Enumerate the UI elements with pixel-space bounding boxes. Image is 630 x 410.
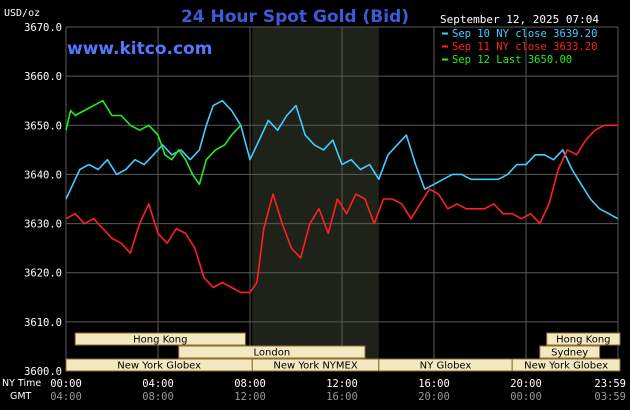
y-tick-label: 3660.0 (24, 71, 62, 83)
y-tick-label: 3620.0 (24, 268, 62, 280)
session-bar (539, 345, 601, 359)
y-tick-label: 3630.0 (24, 219, 62, 231)
session-label: New York Globex (524, 361, 608, 372)
nymex-highlight-band (252, 27, 379, 371)
y-tick-label: 3640.0 (24, 169, 62, 181)
x-tick-label-gmt: 08:00 (142, 391, 174, 403)
legend-entry: Sep 12 Last 3650.00 (452, 54, 572, 66)
units-label: USD/oz (4, 8, 40, 19)
x-tick-label-gmt: 20:00 (418, 391, 450, 403)
series-line (65, 124, 618, 294)
x-tick-label-ny: 16:00 (418, 378, 450, 390)
gmt-axis-label: GMT (10, 391, 32, 402)
y-tick-label: 3600.0 (24, 366, 62, 378)
session-label: Sydney (551, 348, 588, 359)
series-line (65, 99, 619, 220)
session-label: New York Globex (117, 361, 201, 372)
x-tick-label-gmt: 03:59 (594, 391, 626, 403)
x-tick-label-gmt: 00:00 (510, 391, 542, 403)
legend-entry: Sep 11 NY close 3633.20 (452, 41, 597, 53)
session-label: London (254, 348, 291, 359)
session-bar (74, 332, 246, 346)
x-tick-label-ny: 00:00 (50, 378, 82, 390)
x-tick-label-ny: 20:00 (510, 378, 542, 390)
session-bar (546, 332, 621, 346)
x-tick-label-ny: 04:00 (142, 378, 174, 390)
session-bars: Hong Kong London New York Globex New York N… (65, 332, 621, 372)
chart-title: 24 Hour Spot Gold (Bid) (181, 7, 409, 27)
x-tick-label-ny: 08:00 (234, 378, 266, 390)
session-label: New York NYMEX (273, 361, 358, 372)
ny-time-axis-label: NY Time (2, 378, 41, 389)
x-tick-label-ny: 23:59 (594, 378, 626, 390)
website-label: www.kitco.com (67, 39, 212, 59)
grid-lines (65, 26, 619, 372)
timestamp: September 12, 2025 07:04 (440, 13, 599, 26)
session-bar (511, 358, 621, 372)
session-bar (178, 345, 366, 359)
x-tick-label-ny: 12:00 (326, 378, 358, 390)
series-line (65, 99, 242, 186)
x-tick-label-gmt: 12:00 (234, 391, 266, 403)
session-label: NY Globex (420, 361, 472, 372)
legend-entry: Sep 10 NY close 3639.20 (452, 28, 597, 40)
axes: 3670.0 3660.0 3650.0 3640.0 3630.0 3620.0 3610… (24, 22, 626, 403)
x-tick-label-gmt: 04:00 (50, 391, 82, 403)
price-series (65, 99, 619, 294)
y-tick-label: 3610.0 (24, 317, 62, 329)
y-tick-label: 3670.0 (24, 22, 62, 34)
session-label: Hong Kong (556, 335, 610, 346)
x-tick-label-gmt: 16:00 (326, 391, 358, 403)
session-label: Hong Kong (133, 335, 187, 346)
y-tick-label: 3650.0 (24, 120, 62, 132)
